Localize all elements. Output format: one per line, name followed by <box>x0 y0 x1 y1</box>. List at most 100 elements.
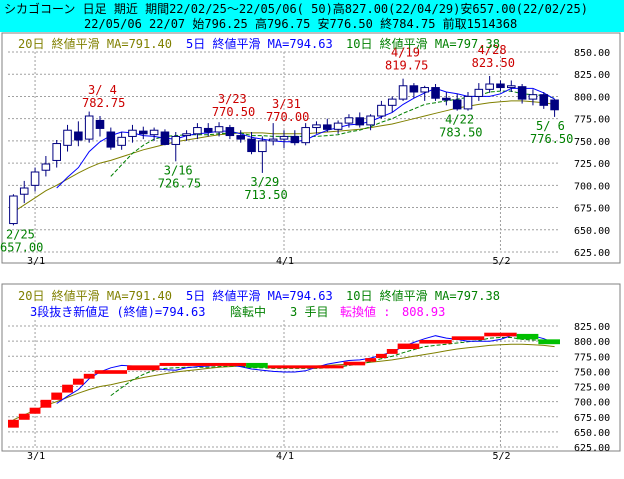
candle-body <box>290 135 300 144</box>
candle-body <box>442 97 451 101</box>
candle-body <box>366 115 375 126</box>
candle-body <box>19 187 29 195</box>
break-block-up <box>18 413 30 420</box>
upper-grid <box>8 51 560 253</box>
candle-body <box>301 127 310 144</box>
annotation-date: 4/28 <box>478 43 507 57</box>
candle-body <box>160 131 170 145</box>
candle-body <box>247 138 256 153</box>
annotation-date: 3/31 <box>272 97 301 111</box>
candle-body <box>41 163 51 171</box>
upper-legend: 20日 終値平滑 MA=791.40 5日 終値平滑 MA=794.63 10日… <box>18 36 500 51</box>
candle-body <box>550 99 559 111</box>
upper-x-tick-label: 5/2 <box>492 256 510 267</box>
upper-y-tick-label: 800.00 <box>574 92 610 103</box>
candle-body <box>344 117 354 124</box>
candle-body <box>258 140 267 153</box>
break-block-up <box>127 365 160 371</box>
annotation-date: 4/22 <box>445 113 474 127</box>
break-block-up <box>159 362 247 366</box>
candle-body <box>117 136 126 146</box>
break-block-up <box>8 419 19 428</box>
lower-legend-ma10: 10日 終値平滑 MA=797.38 <box>346 288 500 303</box>
candle-body <box>128 129 137 137</box>
annotation-value: 770.50 <box>212 105 255 119</box>
candle-body <box>507 85 516 89</box>
candle-body <box>193 127 202 135</box>
lower-y-tick-label: 650.00 <box>574 428 610 439</box>
upper-y-tick-label: 625.00 <box>574 248 610 259</box>
break-block-up <box>40 399 52 408</box>
candle-body <box>139 130 148 135</box>
break-status-label: 3段抜き新値足 (終値)=794.63 <box>30 304 205 319</box>
annotation-value: 726.75 <box>158 176 201 190</box>
annotation-date: 3/29 <box>250 175 279 189</box>
candle-body <box>268 138 278 142</box>
break-block-up <box>451 336 485 340</box>
candle-body <box>398 85 408 100</box>
annotation-value: 782.75 <box>82 96 125 110</box>
break-reversal-label: 転換値 : <box>340 304 390 319</box>
candle-body <box>95 119 105 129</box>
lower-y-tick-label: 725.00 <box>574 383 610 394</box>
candle-body <box>74 131 83 141</box>
candle-body <box>463 95 473 110</box>
break-block-up <box>72 378 84 385</box>
lower-y-tick-label: 675.00 <box>574 413 610 424</box>
candle-body <box>377 104 386 117</box>
candle-body <box>452 99 462 110</box>
annotation-date: 4/19 <box>391 46 420 60</box>
upper-y-tick-label: 825.00 <box>574 70 610 81</box>
lower-y-tick-label: 750.00 <box>574 367 610 378</box>
upper-y-tick-label: 750.00 <box>574 137 610 148</box>
break-block-up <box>29 407 41 414</box>
candle-body <box>84 115 94 140</box>
candle-body <box>474 88 484 97</box>
candle-body <box>52 143 61 161</box>
break-block-up <box>51 392 63 400</box>
break-block-down <box>538 339 560 345</box>
break-block-up <box>484 332 517 337</box>
header-title: シカゴコーン 日足 期近 期間22/02/25～22/05/06( 50)高82… <box>4 1 588 16</box>
upper-x-axis: 3/1 4/1 5/2 <box>27 256 510 267</box>
upper-y-tick-label: 775.00 <box>574 115 610 126</box>
header-background <box>0 0 624 32</box>
candle-body <box>106 131 116 148</box>
upper-y-tick-label: 650.00 <box>574 226 610 237</box>
lower-legend-ma20: 20日 終値平滑 MA=791.40 <box>18 288 172 303</box>
break-block-down <box>516 333 539 340</box>
candle-body <box>517 86 527 100</box>
lower-y-tick-label: 800.00 <box>574 337 610 348</box>
candle-body <box>9 195 18 225</box>
annotation-value: 819.75 <box>385 59 428 73</box>
candle-body <box>333 122 343 130</box>
annotation-value: 770.00 <box>266 110 309 124</box>
lower-panel-frame <box>1 283 621 452</box>
candle-body <box>214 126 224 133</box>
annotation-value: 783.50 <box>439 126 482 140</box>
annotation-date: 2/25 <box>6 227 35 241</box>
break-block-up <box>365 358 376 362</box>
legend-ma10: 10日 終値平滑 MA=797.38 <box>346 36 500 51</box>
break-block-up <box>376 353 387 359</box>
lower-y-axis: 825.00 800.00 775.00 750.00 725.00 700.00 675.… <box>574 322 610 454</box>
upper-candles <box>9 76 559 226</box>
header-quote: 22/05/06 22/07 始796.25 高796.75 安776.50 終… <box>84 16 517 31</box>
legend-ma20: 20日 終値平滑 MA=791.40 <box>18 36 172 51</box>
break-reversal-value: 808.93 <box>402 305 445 319</box>
annotation-value: 823.50 <box>472 56 515 70</box>
lower-legend-ma5: 5日 終値平滑 MA=794.63 <box>186 288 333 303</box>
annotation-date: 3/16 <box>164 163 193 177</box>
candle-body <box>225 127 235 137</box>
lower-x-tick-label: 4/1 <box>276 451 294 462</box>
candle-body <box>528 94 538 100</box>
candle-body <box>420 87 429 93</box>
candle-body <box>431 87 440 99</box>
candle-body <box>539 94 549 106</box>
lower-y-tick-label: 825.00 <box>574 322 610 333</box>
candle-body <box>409 85 419 93</box>
break-block-up <box>83 373 95 379</box>
break-status-count: 3 手目 <box>290 305 328 319</box>
upper-y-axis: 850.00 825.00 800.00 775.00 750.00 725.00 700.… <box>574 48 610 259</box>
